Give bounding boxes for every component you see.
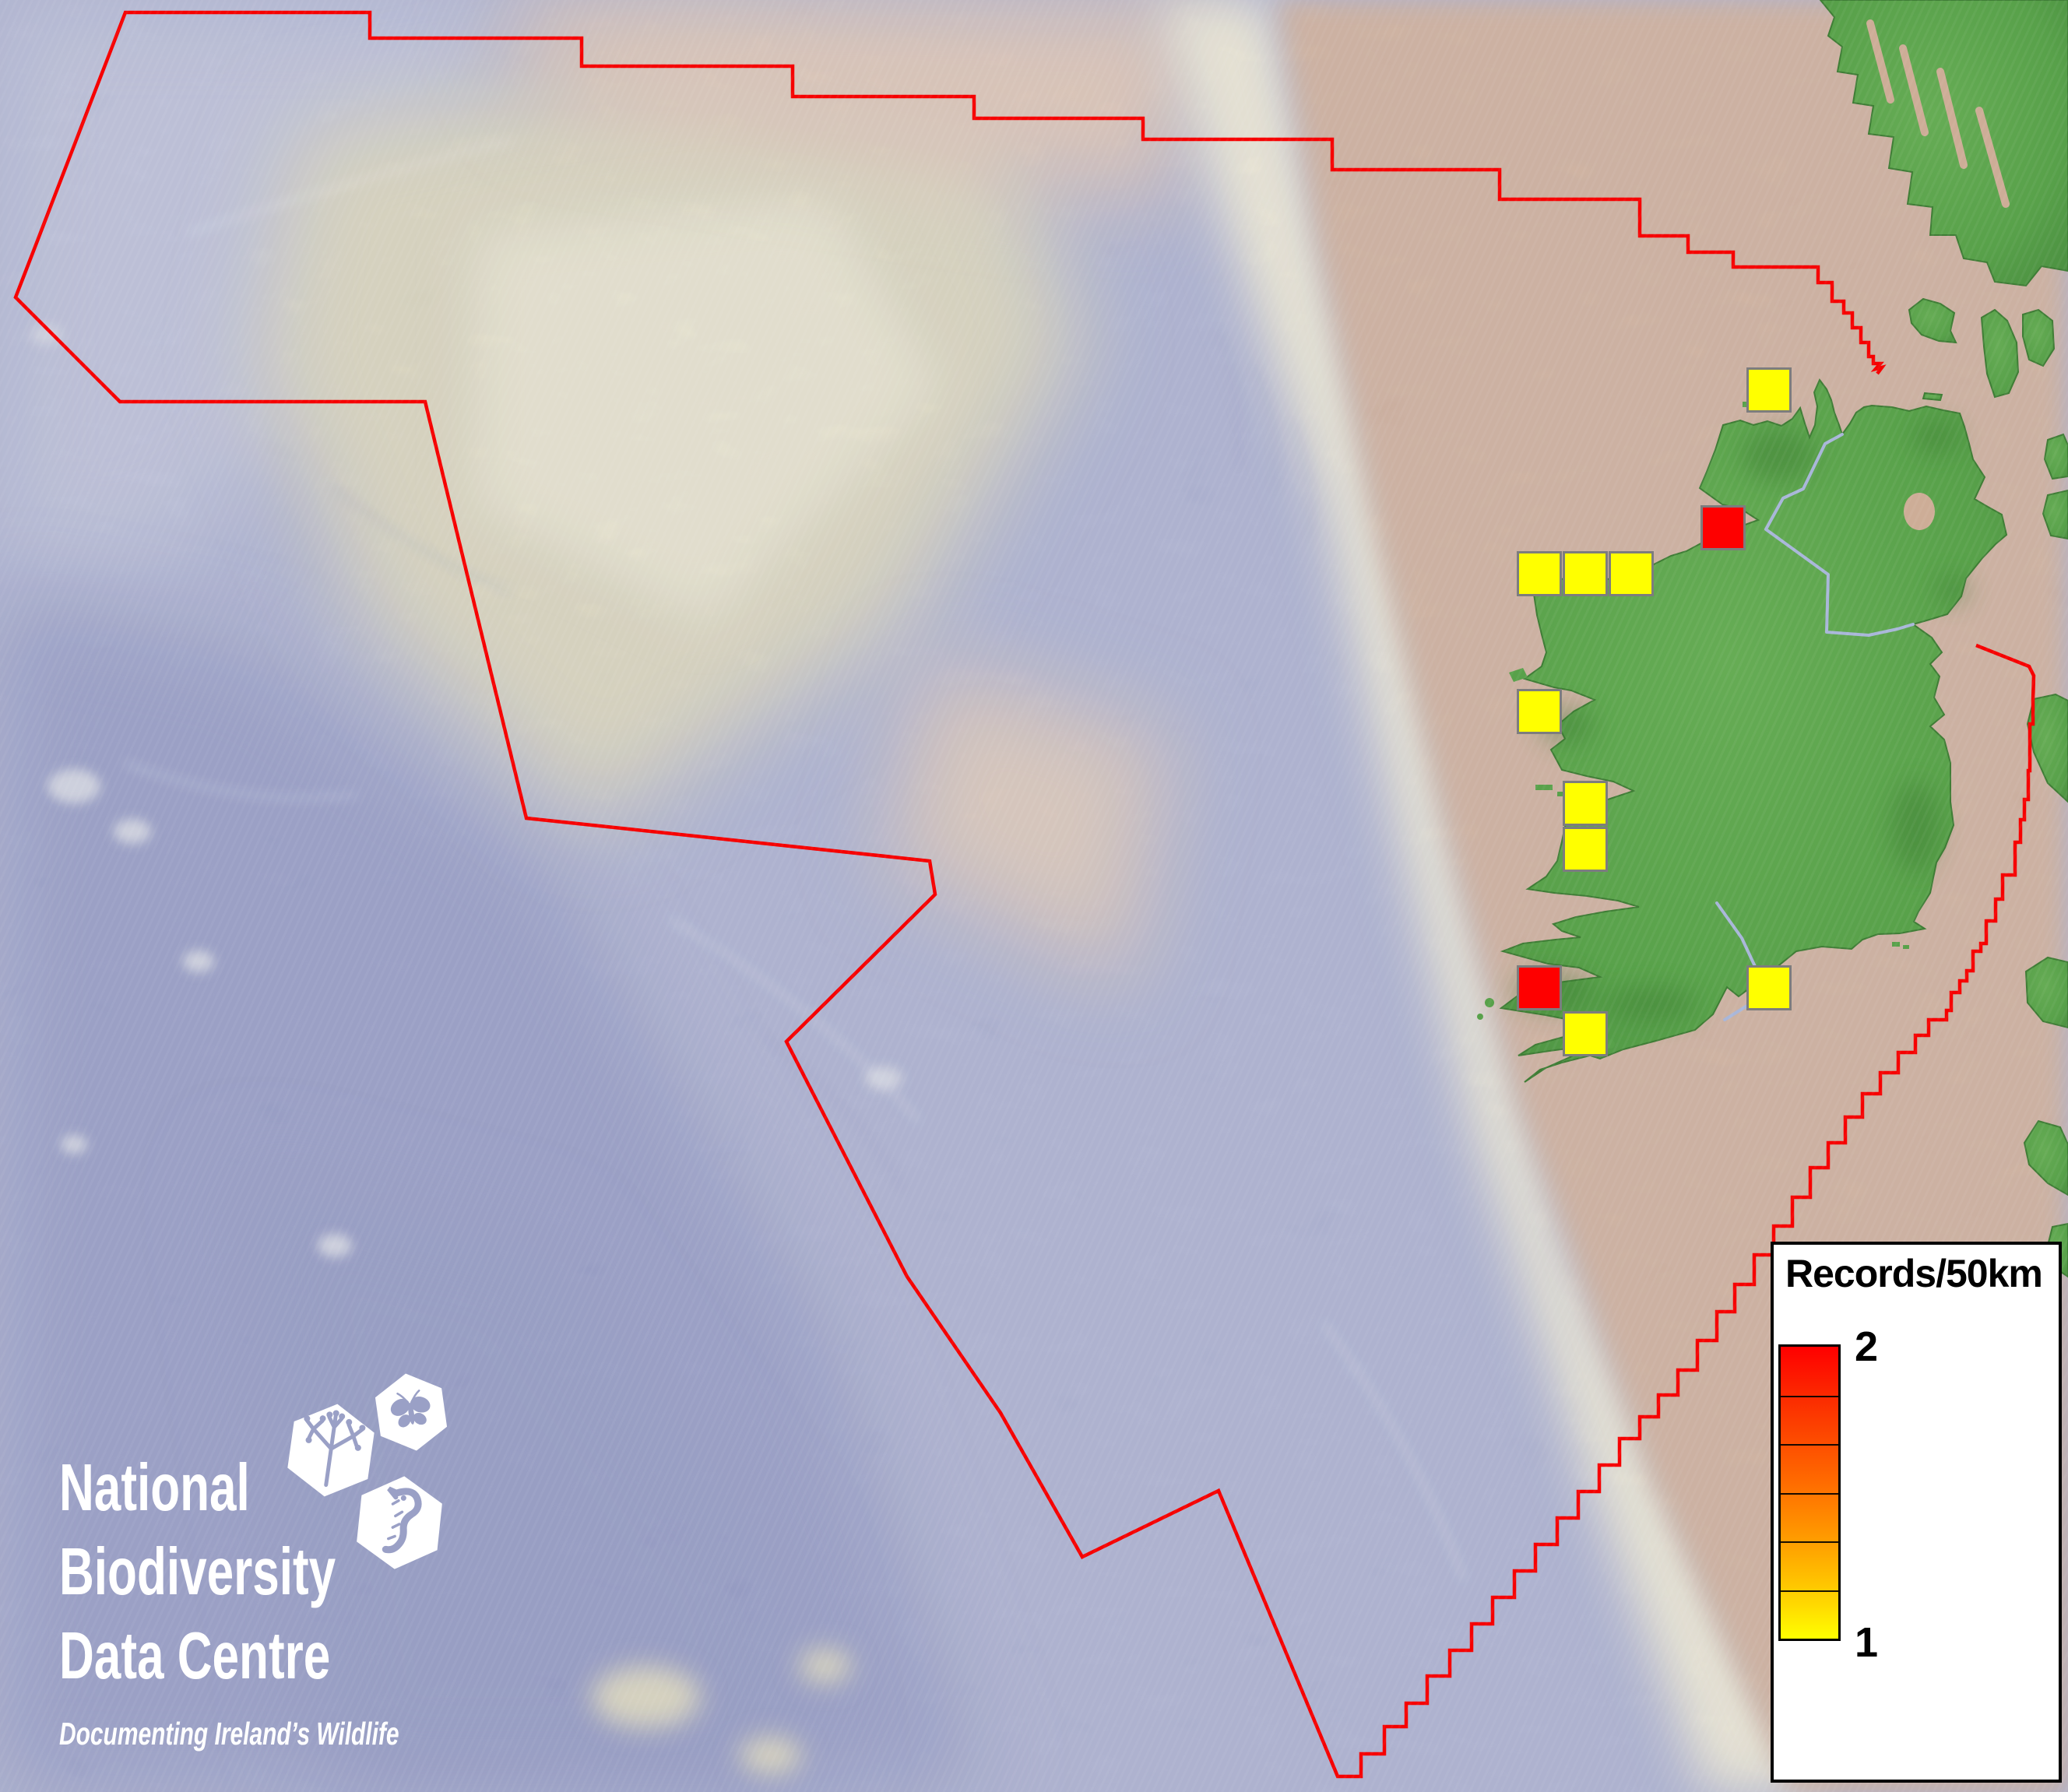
- lough-neagh: [1904, 493, 1935, 530]
- record-square[interactable]: [1517, 965, 1562, 1010]
- record-square[interactable]: [1563, 827, 1608, 872]
- nbdc-logo: National Biodiversity Data Centre Docume…: [59, 1373, 525, 1752]
- record-square[interactable]: [1563, 781, 1608, 826]
- legend-gradient-bar: [1778, 1344, 1841, 1641]
- legend-min-label: 1: [1855, 1619, 1879, 1666]
- logo-tagline: Documenting Ireland’s Wildlife: [59, 1716, 399, 1752]
- ni-border-line: [1764, 433, 1915, 637]
- record-square[interactable]: [1746, 965, 1792, 1010]
- seahorse-hexagon-icon: [357, 1476, 442, 1569]
- boundary-line: [13, 10, 2036, 1779]
- legend-max-label: 2: [1855, 1323, 1879, 1370]
- record-square[interactable]: [1517, 551, 1562, 596]
- logo-hexagons: [287, 1373, 448, 1569]
- record-square[interactable]: [1563, 551, 1608, 596]
- legend-tick: [1781, 1541, 1838, 1543]
- butterfly-hexagon-icon: [375, 1373, 448, 1451]
- plant-hexagon-icon: [287, 1404, 375, 1497]
- logo-line-3: Data Centre: [59, 1619, 331, 1693]
- record-square[interactable]: [1563, 1011, 1608, 1056]
- logo-line-1: National: [59, 1451, 250, 1525]
- legend-tick: [1781, 1444, 1838, 1446]
- legend-panel: Records/50km 2 1: [1771, 1242, 2062, 1783]
- legend-tick: [1781, 1492, 1838, 1495]
- record-square[interactable]: [1517, 689, 1562, 734]
- scottish-sea-lochs: [1866, 19, 2010, 208]
- logo-line-2: Biodiversity: [59, 1535, 336, 1609]
- legend-tick: [1781, 1590, 1838, 1592]
- record-square[interactable]: [1700, 505, 1746, 550]
- legend-title: Records/50km: [1785, 1252, 2043, 1295]
- record-square[interactable]: [1609, 551, 1654, 596]
- record-square[interactable]: [1746, 367, 1792, 413]
- legend-tick: [1781, 1395, 1838, 1397]
